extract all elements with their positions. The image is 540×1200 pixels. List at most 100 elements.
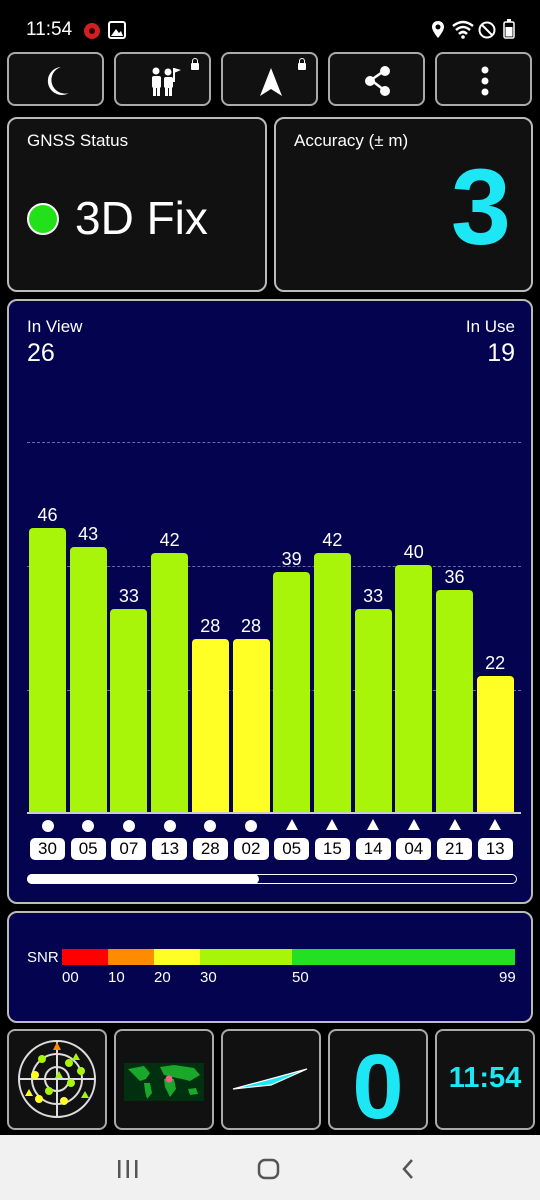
snr-tick: 00 [62, 969, 79, 986]
status-time: 11:54 [26, 19, 73, 40]
satellite-id-label: 13 [152, 838, 188, 860]
signal-value-label: 40 [403, 542, 424, 563]
signal-bar [151, 553, 189, 812]
snr-tick: 99 [499, 969, 516, 986]
signal-value-label: 43 [78, 523, 99, 544]
in-use-count: 19 [487, 339, 515, 367]
chart-baseline [27, 812, 521, 814]
gnss-status-title: GNSS Status [27, 131, 129, 150]
fix-indicator [27, 203, 59, 235]
signal-bar [436, 590, 473, 812]
sharing-button[interactable] [114, 52, 211, 106]
dnd-icon [478, 21, 496, 39]
signal-bar [191, 639, 229, 812]
signal-bar [232, 639, 270, 812]
satellite-count-button[interactable]: 0 [328, 1029, 428, 1138]
compass-icon [232, 1068, 308, 1090]
snr-label: SNR [27, 949, 59, 966]
satellite-id-label: 30 [30, 838, 65, 860]
constellation-triangle-icon [407, 819, 420, 830]
snr-band-lime [200, 949, 292, 965]
lock-icon [298, 58, 306, 70]
satellite-id-label: 05 [70, 838, 106, 860]
signal-value-label: 28 [200, 616, 221, 637]
lock-icon [191, 58, 199, 70]
in-use-label: In Use [465, 317, 515, 336]
bar-area: 46 43 33 42 28 28 39 42 33 40 36 22 [9, 301, 531, 812]
satellite-id-label: 13 [477, 838, 513, 860]
world-map-button[interactable] [114, 1029, 214, 1130]
satellite-id-label: 28 [192, 838, 228, 860]
gallery-icon [108, 21, 126, 39]
recent-apps-icon[interactable] [116, 1159, 140, 1179]
night-mode-button[interactable] [7, 52, 104, 106]
more-icon [481, 66, 489, 96]
gridline [27, 566, 521, 567]
more-options-button[interactable] [435, 52, 532, 106]
signal-value-label: 33 [118, 585, 139, 606]
signal-value-label: 42 [322, 530, 343, 550]
home-icon[interactable] [257, 1158, 281, 1180]
sky-view-icon [18, 1040, 96, 1118]
satellite-id-label: 02 [233, 838, 269, 860]
signal-bar [313, 553, 351, 812]
compass-button[interactable] [221, 1029, 321, 1130]
signal-bar [273, 571, 311, 812]
sky-view-button[interactable] [7, 1029, 107, 1130]
satellite-id-label: 07 [111, 838, 147, 860]
satellite-id-label: 04 [396, 838, 432, 860]
accuracy-panel[interactable]: Accuracy (± m) 3 [274, 117, 533, 292]
gnss-status-panel[interactable]: GNSS Status 3D Fix [7, 117, 267, 292]
gridline [27, 442, 521, 443]
signal-bar [29, 528, 66, 812]
fix-status: 3D Fix [75, 192, 208, 244]
snr-band-red [62, 949, 108, 965]
constellation-circle-icon [122, 820, 135, 832]
night-mode-icon [47, 67, 69, 95]
signal-value-label: 33 [363, 585, 384, 606]
constellation-circle-icon [163, 820, 176, 832]
share-icon [365, 66, 390, 96]
snr-tick: 20 [154, 969, 171, 986]
accuracy-value: 3 [450, 146, 511, 267]
in-view-count: 26 [27, 339, 55, 367]
constellation-circle-icon [41, 820, 54, 832]
snr-tick: 30 [200, 969, 217, 986]
share-button[interactable] [328, 52, 425, 106]
constellation-triangle-icon [448, 819, 461, 830]
navigation-button[interactable] [221, 52, 318, 106]
snr-band-yellow [154, 949, 200, 965]
satellite-id-label: 05 [274, 838, 310, 860]
constellation-circle-icon [82, 820, 95, 832]
signal-bar [69, 546, 107, 812]
satellite-id-label: 14 [355, 838, 391, 860]
snr-band-green [292, 949, 515, 965]
world-map-icon [124, 1063, 204, 1101]
signal-value-label: 46 [37, 505, 58, 526]
signal-bar [395, 565, 433, 812]
signal-value-label: 36 [444, 567, 465, 587]
constellation-triangle-icon [326, 819, 339, 830]
chart-scroll-thumb[interactable] [27, 874, 259, 884]
signal-bar [110, 608, 148, 812]
signal-chart-panel[interactable]: In View 26 In Use 19 46 43 33 42 28 28 39 42 33 4… [7, 299, 533, 904]
signal-value-label: 22 [485, 653, 506, 674]
in-view-label: In View [27, 317, 83, 336]
snr-legend-panel: SNR 00 10 20 30 50 99 [7, 911, 533, 1023]
back-icon[interactable] [400, 1158, 416, 1180]
gps-clock: 11:54 [448, 1062, 522, 1094]
signal-bar [476, 676, 514, 812]
snr-tick: 50 [292, 969, 309, 986]
constellation-circle-icon [245, 820, 257, 832]
satellite-count: 0 [352, 1036, 404, 1138]
satellite-id-label: 21 [437, 838, 472, 860]
signal-value-label: 42 [159, 530, 180, 550]
system-navigation-bar [0, 1135, 540, 1200]
constellation-triangle-icon [367, 819, 380, 830]
clock-button[interactable]: 11:54 [435, 1029, 535, 1130]
signal-value-label: 28 [240, 616, 262, 637]
satellite-id-label: 15 [314, 838, 350, 860]
constellation-circle-icon [204, 820, 217, 832]
wifi-icon [452, 20, 474, 39]
signal-bar [354, 608, 392, 812]
